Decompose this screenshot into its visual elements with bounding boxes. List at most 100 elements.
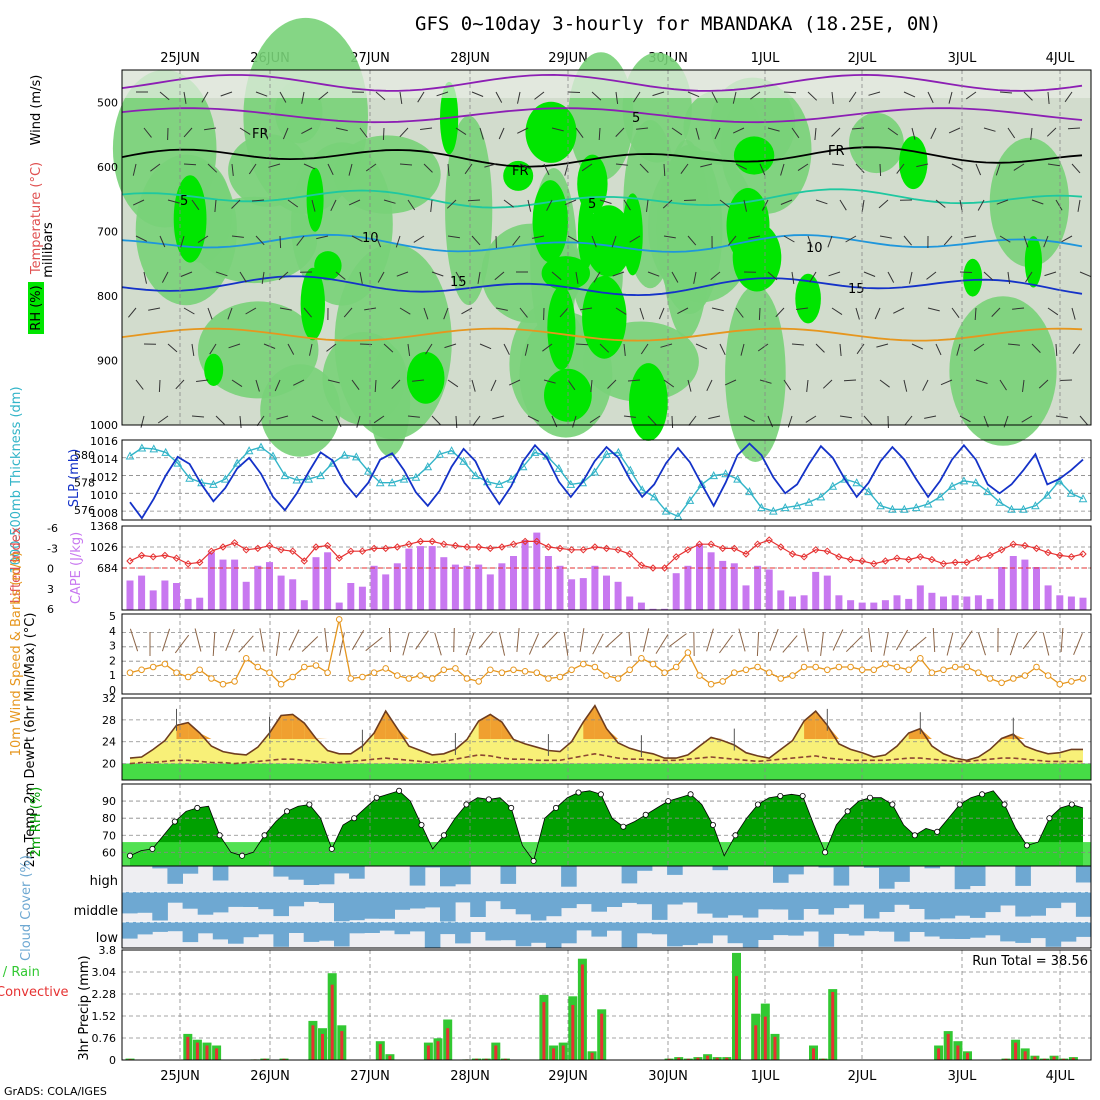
wind-barb: [735, 163, 748, 170]
hot-segment-59: [815, 711, 828, 739]
cloud-cell-2-36: [667, 922, 683, 947]
wind-barb: [647, 415, 657, 426]
lifted-index-point-67: [904, 555, 913, 564]
wind-barb: [973, 343, 985, 352]
surface-barb: [895, 629, 909, 651]
wind-barb: [359, 271, 363, 284]
wind-speed-point-49: [696, 672, 703, 679]
wind-barb: [783, 379, 792, 391]
wind-tick-5: 5: [109, 610, 116, 623]
cloud-cell-2-19: [409, 922, 426, 932]
cape-tick-2: 1368: [90, 520, 118, 533]
thickness-point-75: [1019, 504, 1028, 513]
wind-barb: [639, 163, 649, 173]
rh-zone-mid-10: [445, 115, 493, 306]
cape-bar-70: [940, 596, 947, 610]
wind-barb: [301, 127, 313, 135]
bottom-date-tick-3: 28JUN: [450, 1069, 490, 1084]
lifted-index-point-33: [509, 540, 518, 548]
thickness-point-38: [578, 478, 588, 487]
surface-barb: [669, 633, 687, 647]
hot-segment-5: [188, 722, 200, 739]
wind-barb: [1013, 163, 1025, 171]
wind-barb: [204, 127, 217, 131]
precip-conv-bar-92: [1014, 1042, 1018, 1060]
cape-bar-34: [521, 540, 529, 610]
rh2m-tick-2: 70: [102, 829, 116, 842]
cloud-cell-1-8: [243, 892, 259, 907]
wind-barb: [743, 415, 755, 422]
top-date-tick-0: 25JUN: [160, 51, 200, 66]
wind-speed-point-19: [347, 675, 355, 682]
cloud-cell-1-53: [924, 892, 941, 920]
wind-barb: [183, 307, 195, 315]
wind-tick-2: 2: [109, 654, 116, 667]
wind-barb: [658, 307, 665, 320]
precip-conv-bar-57: [677, 1057, 681, 1060]
wind-barb: [856, 343, 865, 355]
rh-2m-panel: 90 80 70 60 2m RH (%): [29, 783, 1092, 867]
wind-barb: [375, 91, 386, 101]
rh2m-point-0: [127, 852, 134, 859]
rh2m-point-14: [283, 808, 290, 815]
thickness-point-2: [149, 444, 159, 453]
cloud-cell-1-43: [773, 892, 789, 910]
wind-barb: [671, 415, 674, 429]
wind-speed-point-65: [882, 660, 889, 668]
thickness-point-49: [709, 471, 719, 480]
wind-barb: [677, 307, 689, 315]
wind-barb: [356, 415, 361, 428]
wind-barb: [629, 235, 641, 243]
wind-speed-point-59: [812, 663, 820, 671]
rh2m-point-46: [642, 811, 649, 818]
wind-barb: [135, 379, 144, 390]
temperature-label: Temperature (°C): [29, 162, 44, 275]
cloud-cell-0-4: [182, 866, 199, 874]
cloud-cell-2-49: [863, 922, 880, 932]
wind-barb: [245, 307, 257, 315]
wind-barb: [1043, 235, 1049, 248]
bottom-date-tick-4: 29JUN: [548, 1069, 588, 1084]
surface-barb: [1073, 633, 1083, 655]
temp-line: [129, 704, 1083, 762]
precip-conv-bar-65: [754, 1025, 758, 1060]
wind-barb: [311, 199, 316, 212]
wind-barb: [423, 307, 429, 320]
precip-conv-bar-9: [215, 1048, 219, 1060]
wind-barb: [927, 307, 940, 312]
lifted-index-point-69: [928, 555, 936, 564]
thickness-point-28: [459, 456, 468, 465]
cloud-cell-1-51: [894, 892, 910, 905]
precip-conv-bar-39: [503, 1058, 507, 1060]
wind-barb: [1044, 271, 1057, 277]
cloud-cell-2-31: [591, 922, 607, 937]
rh2m-point-50: [687, 791, 694, 798]
cape-tick-0: 684: [97, 562, 118, 575]
cloud-cell-2-54: [939, 922, 956, 939]
cloud-cell-2-22: [455, 922, 471, 944]
isotherm-FR: [121, 146, 1083, 168]
surface-barb: [820, 632, 824, 656]
surface-barb: [605, 632, 623, 648]
surface-barb: [655, 634, 669, 654]
cloud-cell-1-21: [440, 892, 456, 922]
thickness-point-68: [935, 492, 945, 501]
precip-conv-bar-98: [1071, 1057, 1075, 1060]
wind-speed-point-21: [370, 669, 378, 677]
wind-barb: [551, 271, 562, 281]
hot-segment-68: [920, 728, 932, 739]
cape-bar-47: [672, 573, 680, 610]
wind-barb: [828, 271, 841, 277]
lifted-index-line: [129, 539, 1084, 569]
wind-speed-point-47: [672, 663, 680, 671]
cloud-cell-2-9: [258, 922, 274, 935]
cloud-cell-2-10: [273, 922, 289, 947]
cloud-axis-label: Cloud Cover (%): [19, 855, 34, 961]
precip-conv-bar-93: [1023, 1051, 1027, 1060]
wind-barb: [714, 127, 721, 140]
isotherm-label-5: 5: [588, 197, 596, 212]
cape-bar-48: [684, 565, 692, 610]
cloud-cell-2-12: [303, 922, 320, 942]
bottom-date-tick-2: 27JUN: [350, 1069, 390, 1084]
cape-bar-26: [428, 546, 436, 610]
